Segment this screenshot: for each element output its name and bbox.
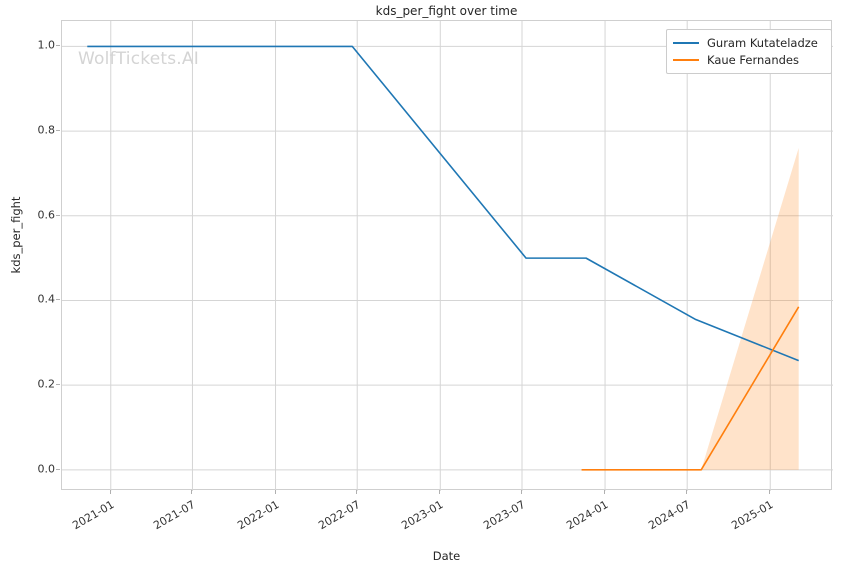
x-tick-mark	[356, 490, 358, 494]
legend-label-guram: Guram Kutateladze	[707, 35, 818, 50]
x-tick-label: 2024-07	[646, 498, 693, 533]
y-tick-mark	[56, 384, 60, 386]
series-line	[581, 306, 800, 471]
legend-swatch-guram	[673, 41, 699, 44]
x-tick-label: 2021-01	[69, 498, 117, 533]
y-tick-mark	[56, 468, 60, 470]
y-tick-mark	[56, 45, 60, 47]
y-tick-label: 1.0	[37, 38, 56, 52]
x-tick-mark	[439, 490, 441, 494]
x-tick-label: 2025-01	[729, 498, 776, 533]
y-tick-label: 0.2	[37, 377, 56, 391]
y-tick-mark	[56, 299, 60, 301]
y-axis: kds_per_fight 0.0 0.2 0.4 0.6 0.8 1.0	[0, 20, 60, 490]
y-tick-mark	[56, 214, 60, 216]
plot-canvas	[62, 21, 833, 491]
x-tick-label: 2023-01	[399, 498, 446, 533]
x-tick-mark	[274, 490, 276, 494]
legend-swatch-kaue	[673, 58, 699, 61]
x-tick-label: 2024-01	[564, 498, 611, 533]
y-tick-mark	[56, 130, 60, 132]
series-lines	[87, 45, 800, 471]
y-tick-label: 0.0	[37, 462, 56, 476]
x-axis: 2021-01 2021-07 2022-01 2022-07 2023-01 2023-…	[61, 490, 832, 550]
x-tick-mark	[520, 490, 522, 494]
plot-area: WolfTickets.AI	[61, 20, 833, 491]
kaue-confidence-band	[701, 148, 799, 470]
x-tick-label: 2021-07	[151, 498, 198, 533]
vertical-gridlines	[110, 21, 771, 491]
legend-item-guram: Guram Kutateladze	[673, 34, 825, 51]
y-tick-label: 0.8	[37, 123, 56, 137]
legend-item-kaue: Kaue Fernandes	[673, 51, 825, 68]
x-tick-mark	[191, 490, 193, 494]
series-line	[87, 45, 799, 362]
x-tick-label: 2022-01	[234, 498, 281, 533]
horizontal-gridlines	[62, 45, 833, 471]
x-tick-mark	[604, 490, 606, 494]
y-tick-label: 0.6	[37, 208, 56, 222]
x-tick-mark	[686, 490, 688, 494]
y-tick-label: 0.4	[37, 292, 56, 306]
x-tick-mark	[109, 490, 111, 494]
x-tick-label: 2022-07	[316, 498, 363, 533]
y-axis-label: kds_per_fight	[9, 196, 23, 274]
confidence-band	[701, 148, 799, 470]
x-tick-label: 2023-07	[481, 498, 528, 533]
x-tick-mark	[769, 490, 771, 494]
chart-title: kds_per_fight over time	[375, 4, 518, 18]
x-axis-label: Date	[432, 549, 461, 563]
chart-legend: Guram Kutateladze Kaue Fernandes	[666, 29, 832, 74]
legend-label-kaue: Kaue Fernandes	[707, 52, 799, 67]
